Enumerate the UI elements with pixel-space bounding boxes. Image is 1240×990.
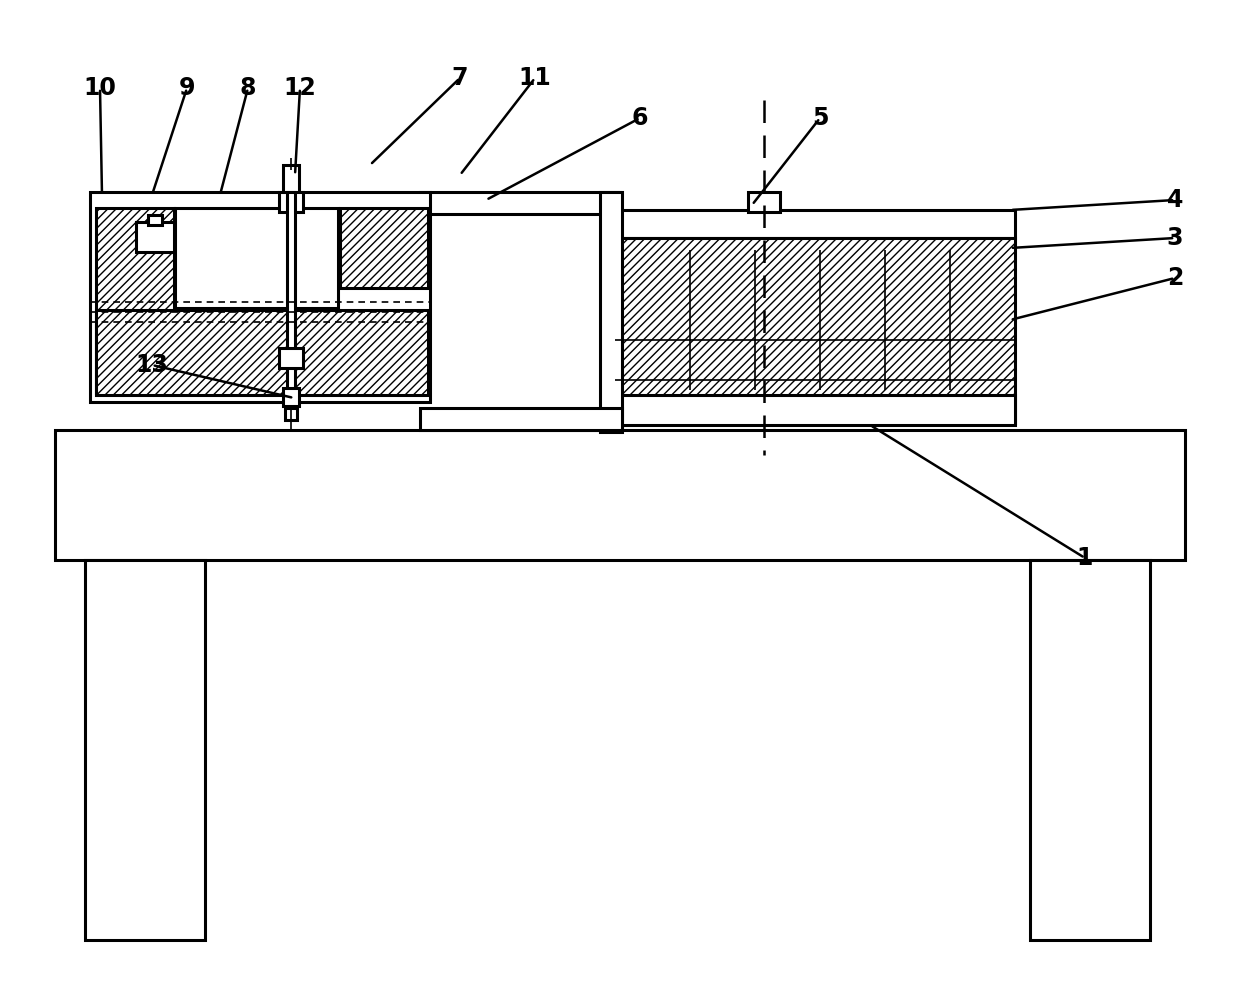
Text: 4: 4 [1167,188,1183,212]
Text: 11: 11 [518,66,552,90]
Bar [1030,560,1149,940]
Text: 8: 8 [239,76,257,100]
Text: 6: 6 [631,106,649,130]
Bar [286,192,295,410]
Text: 13: 13 [135,353,169,377]
Bar [748,192,780,212]
Text: 12: 12 [284,76,316,100]
Bar [86,560,205,940]
Bar [175,208,339,308]
Bar [148,215,162,225]
Text: 5: 5 [812,106,828,130]
Bar [136,222,174,252]
Bar [615,238,1016,423]
Bar [95,310,428,395]
Text: 2: 2 [1167,266,1183,290]
Bar [285,408,298,420]
Text: 7: 7 [451,66,469,90]
Bar [615,210,1016,238]
Bar [279,192,303,212]
Bar [283,165,299,193]
Bar [55,430,1185,560]
Bar [420,408,622,430]
Bar [279,348,303,368]
Bar [615,395,1016,425]
Bar [91,192,430,402]
Text: 1: 1 [1076,546,1094,570]
Text: 10: 10 [83,76,117,100]
Bar [283,388,299,406]
Bar [600,192,622,432]
Bar [420,192,620,214]
Bar [340,208,428,288]
Text: 3: 3 [1167,226,1183,250]
Text: 9: 9 [179,76,195,100]
Bar [95,208,174,393]
